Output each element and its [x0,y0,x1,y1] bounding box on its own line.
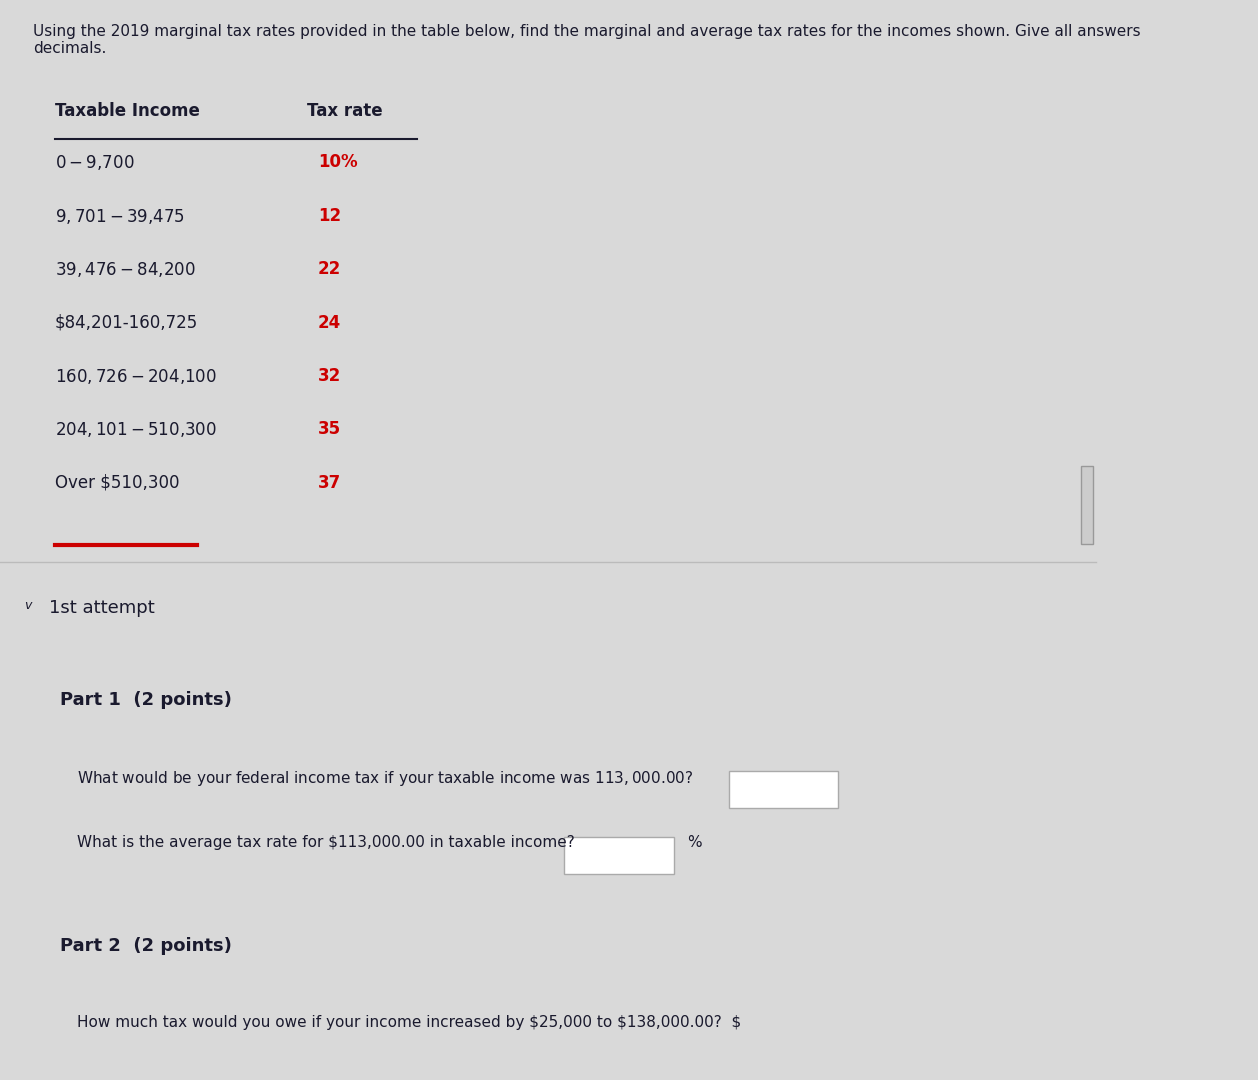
Text: Using the 2019 marginal tax rates provided in the table below, find the marginal: Using the 2019 marginal tax rates provid… [33,24,1141,39]
Text: Taxable Income: Taxable Income [55,102,200,120]
Text: How much tax would you owe if your income increased by $25,000 to $138,000.00?  : How much tax would you owe if your incom… [77,1015,741,1029]
Text: 37: 37 [318,474,341,491]
Text: Part 1  (2 points): Part 1 (2 points) [60,691,233,710]
FancyBboxPatch shape [728,771,839,808]
Text: 24: 24 [318,313,341,332]
Text: 22: 22 [318,260,341,279]
Text: 12: 12 [318,207,341,225]
Text: %: % [687,835,702,850]
Text: Part 2  (2 points): Part 2 (2 points) [60,937,233,955]
FancyBboxPatch shape [772,1016,882,1054]
Text: 32: 32 [318,367,341,386]
Text: $204,101-$510,300: $204,101-$510,300 [55,420,216,440]
Text: $9,701-$39,475: $9,701-$39,475 [55,207,185,226]
Text: v: v [24,599,31,612]
Text: Over $510,300: Over $510,300 [55,474,180,491]
FancyBboxPatch shape [1081,467,1093,543]
Text: decimals.: decimals. [33,41,106,56]
Text: 10%: 10% [318,153,357,172]
Text: What would be your federal income tax if your taxable income was $113,000.00?  $: What would be your federal income tax if… [77,769,693,788]
Text: What is the average tax rate for $113,000.00 in taxable income?: What is the average tax rate for $113,00… [77,835,575,850]
Text: $0-$9,700: $0-$9,700 [55,153,135,173]
Text: Tax rate: Tax rate [307,102,382,120]
Text: $84,201-160,725: $84,201-160,725 [55,313,198,332]
Text: 35: 35 [318,420,341,438]
FancyBboxPatch shape [565,837,674,874]
Text: 1st attempt: 1st attempt [49,599,155,617]
Text: $160,726-$204,100: $160,726-$204,100 [55,367,216,386]
Text: $39,476-$84,200: $39,476-$84,200 [55,260,196,280]
